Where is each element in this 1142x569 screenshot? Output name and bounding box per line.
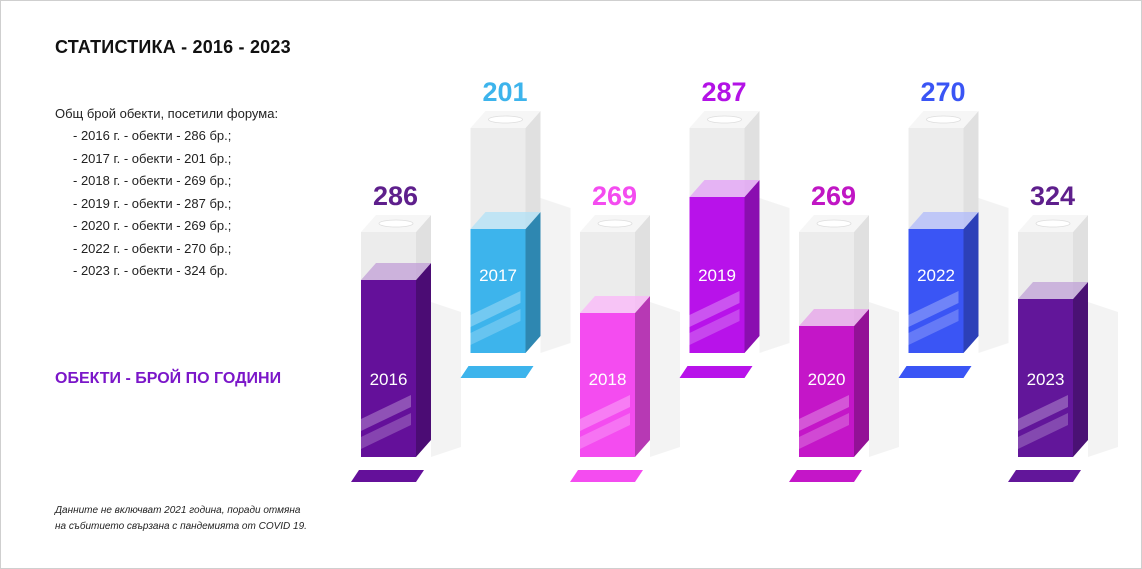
bar-top-slot [1035, 219, 1071, 228]
bar-value-label: 287 [701, 77, 746, 107]
bar-top-slot [488, 115, 523, 124]
chart-subtitle: ОБЕКТИ - БРОЙ ПО ГОДИНИ [55, 370, 282, 387]
bar [799, 326, 854, 457]
bar-shadow [650, 302, 680, 457]
bar-year-label: 2022 [917, 266, 955, 285]
bar-year-label: 2016 [370, 370, 408, 389]
bar-side [744, 180, 760, 353]
bar-side [416, 263, 431, 457]
bar-side [525, 212, 541, 353]
bar-shadow [540, 198, 571, 353]
bar-value-label: 270 [920, 77, 965, 107]
list-item: - 2020 г. - обекти - 269 бр.; [73, 218, 232, 233]
bar-shadow [431, 302, 461, 457]
bar-empty-side [635, 215, 650, 313]
bar-shadow [978, 198, 1009, 353]
list-item: - 2017 г. - обекти - 201 бр.; [73, 150, 232, 166]
list-item: - 2022 г. - обекти - 270 бр.; [73, 240, 232, 256]
bar-highlight [689, 309, 740, 345]
bar-value-label: 269 [811, 181, 856, 211]
bar-highlight [361, 413, 411, 449]
footnote-line: Данните не включват 2021 година, поради … [55, 505, 301, 516]
list-item: - 2023 г. - обекти - 324 бр. [73, 263, 228, 278]
intro-text: Общ брой обекти, посетили форума: [55, 106, 279, 121]
bar-empty-side [744, 111, 760, 197]
footnote: Данните не включват 2021 година, поради … [55, 503, 307, 535]
bar-highlight [1018, 395, 1068, 431]
bar [470, 229, 526, 353]
bar-base-plate [351, 470, 424, 482]
bar-shadow [759, 198, 790, 353]
bar-fill-top [580, 296, 650, 313]
bar-side [635, 296, 650, 457]
bar-highlight [689, 291, 740, 327]
bar-fill-top [908, 212, 979, 229]
bar-highlight [580, 413, 630, 449]
bar-fill-top [361, 263, 431, 280]
bar [1018, 299, 1073, 457]
bar-highlight [908, 309, 959, 345]
list-item: - 2019 г. - обекти - 287 бр.; [73, 195, 232, 211]
bar-year-label: 2019 [698, 266, 736, 285]
bar-fill-top [689, 180, 760, 197]
bar-value-label: 269 [592, 181, 637, 211]
bar-year-label: 2017 [479, 266, 517, 285]
list-item: - 2018 г. - обекти - 269 бр.; [73, 173, 232, 188]
page-title: СТАТИСТИКА - 2016 - 2023 [55, 37, 291, 57]
bar-highlight [580, 395, 630, 431]
bar-value-label: 286 [373, 181, 418, 211]
bar-empty-side [1073, 215, 1088, 299]
bar-shadow [869, 302, 899, 457]
bar-top-slot [378, 219, 414, 228]
bar [580, 313, 635, 457]
footnote-line: на събитието свързана с пандемията от CO… [55, 521, 307, 532]
bar-base-plate [789, 470, 862, 482]
bar [689, 197, 745, 353]
bar-fill-top [1018, 282, 1088, 299]
bar-top-slot [816, 219, 852, 228]
bar-highlight [908, 291, 959, 327]
bar-base-plate [898, 366, 972, 378]
bar [361, 280, 416, 457]
bar-base-plate [679, 366, 753, 378]
bar-highlight [470, 309, 521, 345]
bar-empty-side [963, 111, 979, 229]
bar-highlight [361, 395, 411, 431]
bar-fill-top [470, 212, 541, 229]
stats-list: - 2016 г. - обекти - 286 бр.; - 2017 г. … [73, 125, 231, 283]
bar-shadow [1088, 302, 1118, 457]
bar-value-label: 324 [1030, 181, 1075, 211]
bar-highlight [799, 413, 849, 449]
bar-base-plate [570, 470, 643, 482]
bar-side [963, 212, 979, 353]
bar-top-slot [926, 115, 961, 124]
bar-top-slot [597, 219, 633, 228]
bar-value-label: 201 [482, 77, 527, 107]
bar-year-label: 2018 [589, 370, 627, 389]
bar-base-plate [1008, 470, 1081, 482]
bar-base-plate [460, 366, 534, 378]
bar-side [854, 309, 869, 457]
bar [908, 229, 964, 353]
bar-empty-side [854, 215, 869, 326]
bar-year-label: 2020 [808, 370, 846, 389]
bar-top-slot [707, 115, 742, 124]
bar-side [1073, 282, 1088, 457]
list-item: - 2016 г. - обекти - 286 бр.; [73, 128, 232, 143]
bar-year-label: 2023 [1027, 370, 1065, 389]
bar-highlight [799, 395, 849, 431]
bar-empty-side [525, 111, 541, 229]
bar-highlight [1018, 413, 1068, 449]
bar-highlight [470, 291, 521, 327]
bar-fill-top [799, 309, 869, 326]
